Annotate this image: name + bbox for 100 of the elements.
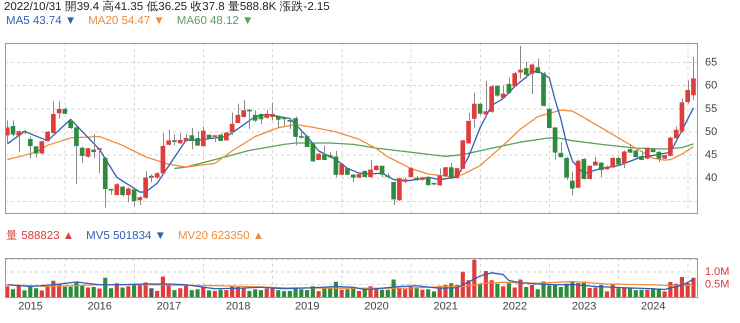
candlestick (230, 112, 234, 136)
chart-title: 2022/10/31 開39.4 高41.35 低36.25 收37.8 量588.8K 漲跌-2.15 (3, 0, 331, 14)
y-tick-label: 55 (705, 102, 718, 115)
text: MV20 623350 ▲ (178, 229, 264, 243)
candlestick (518, 45, 523, 80)
bar (356, 290, 362, 297)
candlestick (541, 71, 546, 107)
bar (622, 287, 626, 297)
bar (92, 286, 96, 297)
y-tick-label: 45 (705, 149, 718, 162)
y-tick-label: 50 (705, 126, 718, 138)
bar (340, 290, 344, 297)
bar (218, 290, 223, 297)
x-tick-label: 2022 (502, 300, 528, 313)
y-tick-label: 0.5M (705, 278, 730, 291)
candlestick (56, 100, 62, 119)
candlestick (530, 62, 534, 94)
x-tick-label: 2015 (18, 300, 43, 313)
candlestick (650, 148, 656, 152)
y-tick-label: 1.0M (705, 266, 730, 278)
candlestick (593, 156, 598, 166)
candlestick (570, 171, 575, 196)
bar (495, 284, 500, 297)
candlestick (172, 134, 177, 146)
candlestick (448, 162, 454, 178)
x-tick-label: 2016 (87, 300, 112, 313)
candlestick (587, 166, 592, 180)
bar (155, 290, 160, 297)
bar (316, 291, 321, 297)
bar (501, 286, 506, 297)
candlestick (356, 172, 362, 178)
x-tick-label: 2021 (433, 300, 458, 313)
y-tick-label: 40 (705, 172, 718, 184)
candlestick (506, 77, 512, 94)
bar (593, 287, 598, 297)
bar (126, 286, 130, 297)
x-tick-label: 2019 (295, 300, 320, 313)
x-tick-label: 2023 (572, 300, 596, 313)
candlestick (224, 131, 229, 141)
bar (662, 291, 667, 297)
candlestick (500, 84, 506, 100)
x-tick-label: 2024 (641, 300, 666, 313)
x-tick-label: 2018 (226, 300, 250, 313)
candlestick (478, 102, 482, 116)
bar (172, 290, 177, 297)
candlestick (206, 134, 212, 138)
candlestick (34, 145, 38, 158)
candlestick (10, 120, 16, 138)
candlestick (102, 156, 108, 208)
candlestick (212, 135, 218, 143)
bar (506, 283, 512, 297)
candlestick (535, 58, 540, 74)
candlestick (91, 134, 96, 159)
candlestick (380, 166, 384, 178)
candlestick (28, 136, 33, 159)
candlestick (524, 62, 529, 80)
bar (97, 288, 102, 297)
bar (420, 290, 425, 297)
bar (212, 290, 217, 297)
bar (16, 286, 21, 297)
text: MV5 501834 ▼ (86, 229, 166, 243)
candlestick (126, 186, 131, 203)
x-tick-label: 2017 (156, 300, 182, 313)
bar (149, 288, 154, 297)
candlestick (86, 148, 90, 158)
y-tick-label: 60 (705, 80, 718, 92)
bar (10, 289, 16, 297)
candlestick (391, 182, 396, 206)
x-tick-label: 2020 (364, 300, 389, 313)
candlestick (598, 161, 604, 178)
candlestick (316, 152, 321, 160)
bar (530, 284, 534, 297)
candlestick (132, 186, 136, 207)
candlestick (200, 126, 206, 148)
candlestick (247, 108, 252, 130)
bar (120, 287, 125, 297)
candlestick (616, 156, 621, 166)
candlestick (472, 92, 477, 128)
bar (206, 290, 212, 297)
bar (201, 287, 206, 297)
candlestick (339, 162, 344, 175)
bar (132, 284, 136, 297)
candlestick (62, 106, 68, 115)
bar (616, 288, 621, 297)
y-tick-label: 65 (705, 56, 718, 69)
bar (645, 290, 650, 297)
candlestick (80, 146, 85, 164)
candlestick (622, 150, 627, 168)
bar (86, 287, 90, 297)
candlestick (39, 140, 44, 155)
candlestick (16, 130, 22, 153)
bar (524, 286, 528, 297)
candlestick (564, 156, 569, 181)
text: MA5 43.74 ▼ (6, 14, 76, 28)
bar (414, 288, 419, 297)
candlestick (656, 150, 662, 162)
candlestick (97, 148, 102, 174)
text: MA60 48.12 ▼ (176, 14, 254, 28)
candlestick (512, 71, 518, 86)
bar (588, 288, 592, 297)
